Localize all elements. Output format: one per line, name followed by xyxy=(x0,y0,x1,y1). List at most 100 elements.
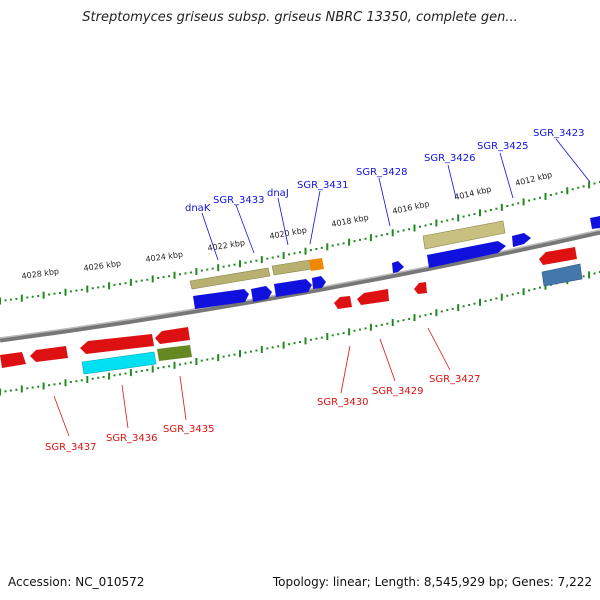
gene-feature-orange[interactable] xyxy=(309,258,324,271)
minor-tick xyxy=(440,220,443,223)
major-tick xyxy=(282,252,285,259)
minor-tick xyxy=(582,275,585,278)
minor-tick xyxy=(342,332,345,335)
gene-feature-forward[interactable] xyxy=(590,216,600,229)
minor-tick xyxy=(539,286,541,289)
gene-feature-reverse[interactable] xyxy=(334,296,352,309)
minor-tick xyxy=(249,260,252,263)
gene-feature-reverse[interactable] xyxy=(80,334,154,354)
gene-feature-olive[interactable] xyxy=(189,267,271,290)
minor-tick xyxy=(162,366,165,369)
gene-feature-forward[interactable] xyxy=(193,289,249,309)
gene-label-sgr-3427[interactable]: SGR_3427 xyxy=(429,374,481,385)
minor-tick xyxy=(26,296,29,299)
minor-tick xyxy=(80,288,83,291)
gene-feature-olive[interactable] xyxy=(271,259,313,276)
minor-tick xyxy=(419,315,421,318)
minor-tick xyxy=(102,376,105,378)
minor-tick xyxy=(489,298,492,301)
gene-feature-reverse[interactable] xyxy=(357,289,389,305)
minor-tick xyxy=(293,252,296,255)
minor-tick xyxy=(364,327,367,330)
gene-label-dnaJ[interactable]: dnaJ xyxy=(267,188,289,199)
gene-label-sgr-3423[interactable]: SGR_3423 xyxy=(533,128,585,139)
major-tick xyxy=(304,337,307,345)
gene-feature-forward[interactable] xyxy=(312,276,326,289)
minor-tick xyxy=(157,367,160,370)
gene-feature-green[interactable] xyxy=(157,345,192,361)
minor-tick xyxy=(342,242,345,245)
gene-label-sgr-3426[interactable]: SGR_3426 xyxy=(424,153,476,164)
major-tick xyxy=(217,354,220,362)
major-tick xyxy=(282,341,285,349)
scale-label: 4028 kbp xyxy=(21,267,60,281)
major-tick xyxy=(457,304,460,312)
gene-feature-olive[interactable] xyxy=(422,220,506,250)
gene-label-sgr-3430[interactable]: SGR_3430 xyxy=(317,397,369,408)
minor-tick xyxy=(320,336,323,339)
minor-tick xyxy=(582,185,585,188)
minor-tick xyxy=(533,288,536,290)
major-tick xyxy=(20,294,23,302)
major-tick xyxy=(86,285,89,293)
gene-feature-forward[interactable] xyxy=(512,233,531,247)
scale-label: 4016 kbp xyxy=(392,199,431,216)
major-tick xyxy=(588,271,591,279)
minor-tick xyxy=(429,223,432,226)
gene-feature-forward[interactable] xyxy=(274,279,312,297)
minor-tick xyxy=(37,295,40,297)
major-tick xyxy=(151,365,154,373)
minor-tick xyxy=(69,290,72,293)
major-tick xyxy=(413,314,416,322)
minor-tick xyxy=(424,224,427,227)
gene-label-sgr-3431[interactable]: SGR_3431 xyxy=(297,180,349,191)
minor-tick xyxy=(419,225,421,228)
minor-tick xyxy=(146,369,149,371)
minor-tick xyxy=(468,304,471,306)
minor-tick xyxy=(179,273,181,276)
major-tick xyxy=(108,372,111,380)
gene-feature-reverse[interactable] xyxy=(539,247,577,265)
minor-tick xyxy=(353,240,356,243)
gene-label-sgr-3433[interactable]: SGR_3433 xyxy=(213,195,265,206)
minor-tick xyxy=(506,205,509,207)
minor-tick xyxy=(539,196,541,199)
major-tick xyxy=(522,288,525,296)
minor-tick xyxy=(495,207,498,210)
minor-tick xyxy=(440,310,443,313)
minor-tick xyxy=(97,376,100,379)
gene-feature-steel[interactable] xyxy=(541,263,583,287)
gene-label-sgr-3436[interactable]: SGR_3436 xyxy=(106,433,158,444)
gene-feature-forward[interactable] xyxy=(251,286,272,302)
gene-feature-cyan[interactable] xyxy=(81,351,157,375)
gene-feature-reverse[interactable] xyxy=(414,282,427,294)
minor-tick xyxy=(299,251,301,254)
minor-tick xyxy=(189,361,192,364)
major-tick xyxy=(129,369,132,377)
gene-label-sgr-3429[interactable]: SGR_3429 xyxy=(372,386,424,397)
major-tick xyxy=(129,278,132,286)
minor-tick xyxy=(511,293,514,296)
major-tick xyxy=(42,382,45,390)
gene-label-sgr-3435[interactable]: SGR_3435 xyxy=(163,424,215,435)
major-tick xyxy=(369,234,372,242)
scale-label: 4014 kbp xyxy=(453,185,492,202)
minor-tick xyxy=(75,289,78,292)
gene-label-sgr-3425[interactable]: SGR_3425 xyxy=(477,141,529,152)
minor-tick xyxy=(386,233,389,235)
gene-label-sgr-3428[interactable]: SGR_3428 xyxy=(356,167,408,178)
minor-tick xyxy=(119,283,121,286)
minor-tick xyxy=(555,192,558,195)
gene-feature-reverse[interactable] xyxy=(30,346,68,362)
major-tick xyxy=(522,198,525,206)
gene-label-sgr-3437[interactable]: SGR_3437 xyxy=(45,442,97,453)
gene-feature-forward[interactable] xyxy=(392,261,404,273)
gene-label-dnaK[interactable]: dnaK xyxy=(185,203,211,214)
scale-label: 4026 kbp xyxy=(83,259,122,273)
major-tick xyxy=(391,229,394,237)
minor-tick xyxy=(577,186,580,189)
gene-feature-forward[interactable] xyxy=(427,241,506,268)
gene-feature-reverse[interactable] xyxy=(155,327,190,344)
minor-tick xyxy=(255,259,258,262)
gene-feature-reverse[interactable] xyxy=(0,352,26,368)
